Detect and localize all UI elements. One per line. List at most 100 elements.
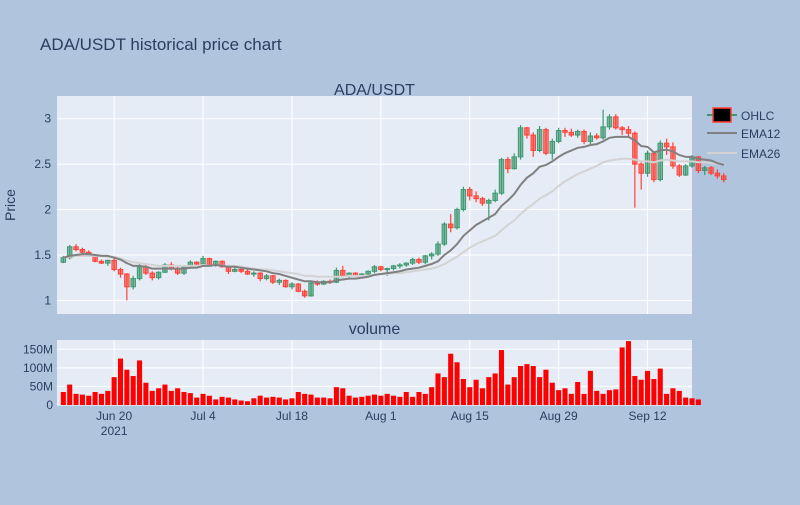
- candle: [117, 267, 124, 278]
- candle-body: [117, 268, 124, 275]
- candle-body: [447, 223, 454, 229]
- volume-bar: [689, 398, 695, 405]
- candle: [263, 274, 270, 281]
- volume-bar: [429, 387, 435, 405]
- candle-body: [365, 270, 371, 275]
- candle-body: [276, 279, 282, 283]
- volume-bar: [632, 376, 638, 405]
- candle-body: [295, 283, 302, 292]
- candle: [257, 272, 263, 282]
- volume-bar: [143, 382, 149, 405]
- volume-bar: [98, 393, 104, 405]
- candle: [276, 278, 282, 285]
- candle-body: [498, 159, 505, 194]
- volume-bar: [73, 393, 79, 405]
- volume-bar: [505, 384, 511, 405]
- volume-bar: [111, 377, 117, 405]
- volume-bar: [117, 358, 124, 405]
- candle-body: [613, 116, 619, 129]
- candle-body: [98, 260, 105, 264]
- candle: [676, 164, 683, 177]
- candle-body: [587, 135, 594, 142]
- candle: [181, 265, 187, 275]
- candle-body: [479, 198, 486, 204]
- candle: [238, 268, 244, 274]
- volume-bar: [448, 353, 454, 405]
- candle: [403, 262, 409, 267]
- candle: [606, 114, 613, 130]
- x-tick-label: Aug 1: [365, 409, 397, 423]
- candle: [422, 254, 429, 265]
- candle-body: [435, 243, 441, 255]
- volume-bar: [219, 396, 225, 405]
- volume-bar: [435, 373, 441, 405]
- volume-bar: [105, 390, 111, 405]
- candle-body: [301, 290, 308, 297]
- volume-bar: [695, 399, 701, 405]
- candle: [581, 129, 587, 145]
- candle-body: [409, 259, 416, 264]
- volume-bar: [276, 397, 282, 405]
- volume-bar: [594, 390, 600, 405]
- legend-item-ohlc[interactable]: OHLC: [707, 107, 775, 123]
- volume-bar: [454, 362, 460, 405]
- candle: [638, 160, 644, 190]
- x-tick-label: Sep 12: [629, 409, 667, 423]
- volume-bar: [670, 388, 676, 405]
- volume-bar: [581, 393, 587, 405]
- volume-bar: [327, 398, 333, 405]
- volume-bar: [92, 392, 98, 405]
- candle-body: [257, 272, 263, 280]
- volume-bar: [194, 397, 200, 405]
- volume-bar: [575, 381, 581, 405]
- candle-body: [517, 127, 524, 158]
- volume-bar: [60, 392, 66, 405]
- candle: [600, 109, 606, 140]
- candle: [105, 259, 111, 266]
- volume-bar: [187, 393, 193, 405]
- candle-body: [251, 272, 257, 275]
- candle: [682, 164, 689, 176]
- candle-body: [155, 271, 162, 279]
- legend-ohlc-body: [712, 107, 732, 123]
- candle-body: [193, 261, 200, 265]
- volume-bar: [225, 397, 231, 405]
- x-tick-label: Jul 4: [190, 409, 216, 423]
- price-y-axis-label: Price: [2, 189, 18, 221]
- candle: [251, 271, 257, 277]
- candle-body: [505, 159, 511, 170]
- candle: [536, 125, 543, 153]
- volume-bar: [359, 396, 365, 405]
- candle-body: [644, 152, 651, 174]
- candle-body: [238, 268, 244, 272]
- volume-bar: [651, 379, 657, 405]
- candle-body: [714, 172, 721, 177]
- candle-body: [111, 259, 117, 270]
- price-y-tick-label: 1.5: [34, 248, 51, 262]
- candle-body: [549, 140, 556, 154]
- candle-body: [263, 275, 270, 280]
- volume-bar: [295, 392, 301, 405]
- volume-bar: [625, 341, 632, 405]
- candle: [441, 222, 448, 246]
- candle: [289, 282, 295, 290]
- volume-bar: [321, 397, 327, 405]
- candle: [98, 259, 105, 265]
- candle: [562, 127, 568, 137]
- candle-body: [397, 264, 403, 267]
- volume-bar: [378, 395, 384, 405]
- volume-bar: [181, 392, 187, 405]
- legend-item-ema12[interactable]: EMA12: [707, 127, 781, 141]
- volume-subplot-title: volume: [349, 321, 401, 338]
- candle: [505, 156, 511, 174]
- candle: [574, 129, 581, 138]
- volume-bar: [213, 399, 219, 405]
- legend-item-ema26[interactable]: EMA26: [707, 147, 781, 161]
- x-tick-label: Aug 15: [451, 409, 489, 423]
- volume-bar: [467, 387, 473, 405]
- volume-bar: [441, 377, 447, 405]
- candle-body: [124, 273, 130, 288]
- volume-bar: [549, 382, 555, 405]
- volume-bar: [79, 394, 85, 405]
- volume-bar: [168, 390, 174, 405]
